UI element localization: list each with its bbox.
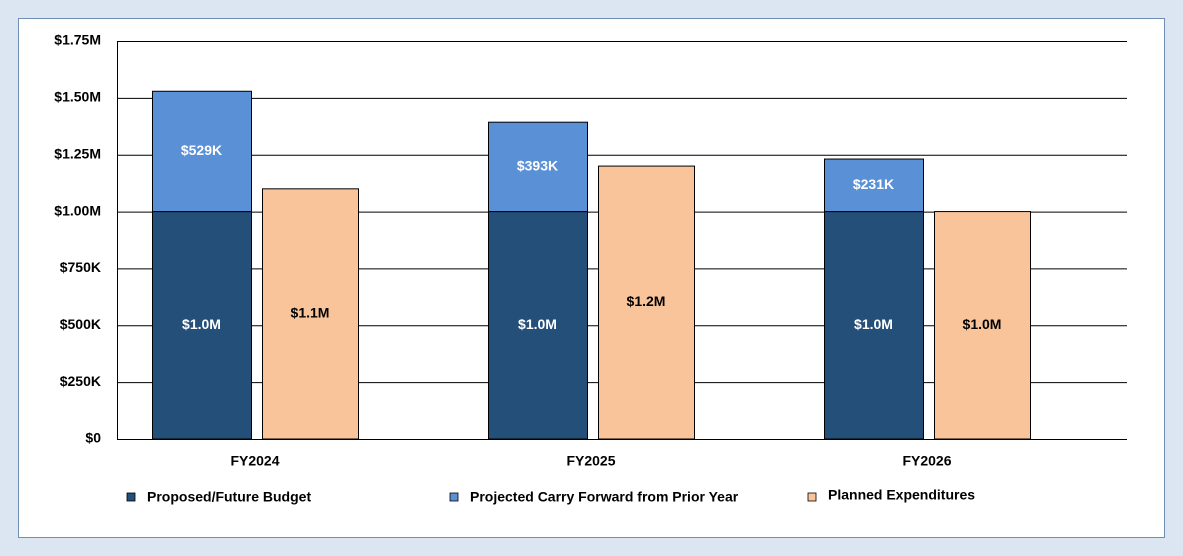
y-tick-label: $1.00M bbox=[54, 202, 101, 218]
x-tick-label: FY2024 bbox=[230, 453, 279, 469]
bar bbox=[152, 211, 252, 440]
bar bbox=[488, 121, 588, 213]
data-label: $231K bbox=[853, 176, 894, 192]
legend-label: Planned Expenditures bbox=[828, 487, 975, 503]
bar bbox=[152, 90, 252, 213]
data-label: $1.2M bbox=[627, 293, 666, 309]
bar bbox=[598, 165, 695, 440]
bar bbox=[488, 211, 588, 440]
y-tick-label: $0 bbox=[85, 430, 101, 446]
y-tick-label: $500K bbox=[60, 316, 101, 332]
y-tick-label: $250K bbox=[60, 373, 101, 389]
data-label: $1.1M bbox=[291, 305, 330, 321]
legend-label: Projected Carry Forward from Prior Year bbox=[470, 489, 739, 505]
legend-swatch bbox=[449, 492, 459, 502]
data-label: $1.0M bbox=[518, 316, 557, 332]
bar bbox=[934, 211, 1031, 440]
data-label: $1.0M bbox=[854, 316, 893, 332]
y-tick-label: $1.25M bbox=[54, 145, 101, 161]
bar bbox=[824, 211, 924, 440]
data-label: $529K bbox=[181, 142, 222, 158]
y-tick-label: $1.75M bbox=[54, 32, 101, 48]
y-tick-label: $750K bbox=[60, 259, 101, 275]
data-label: $393K bbox=[517, 158, 558, 174]
x-tick-label: FY2025 bbox=[566, 453, 615, 469]
data-label: $1.0M bbox=[963, 316, 1002, 332]
data-label: $1.0M bbox=[182, 316, 221, 332]
x-tick-label: FY2026 bbox=[902, 453, 951, 469]
bar bbox=[262, 188, 359, 440]
legend-swatch bbox=[126, 492, 136, 502]
y-tick-label: $1.50M bbox=[54, 89, 101, 105]
bar bbox=[824, 158, 924, 213]
legend-swatch bbox=[807, 492, 817, 502]
legend-label: Proposed/Future Budget bbox=[147, 489, 311, 505]
